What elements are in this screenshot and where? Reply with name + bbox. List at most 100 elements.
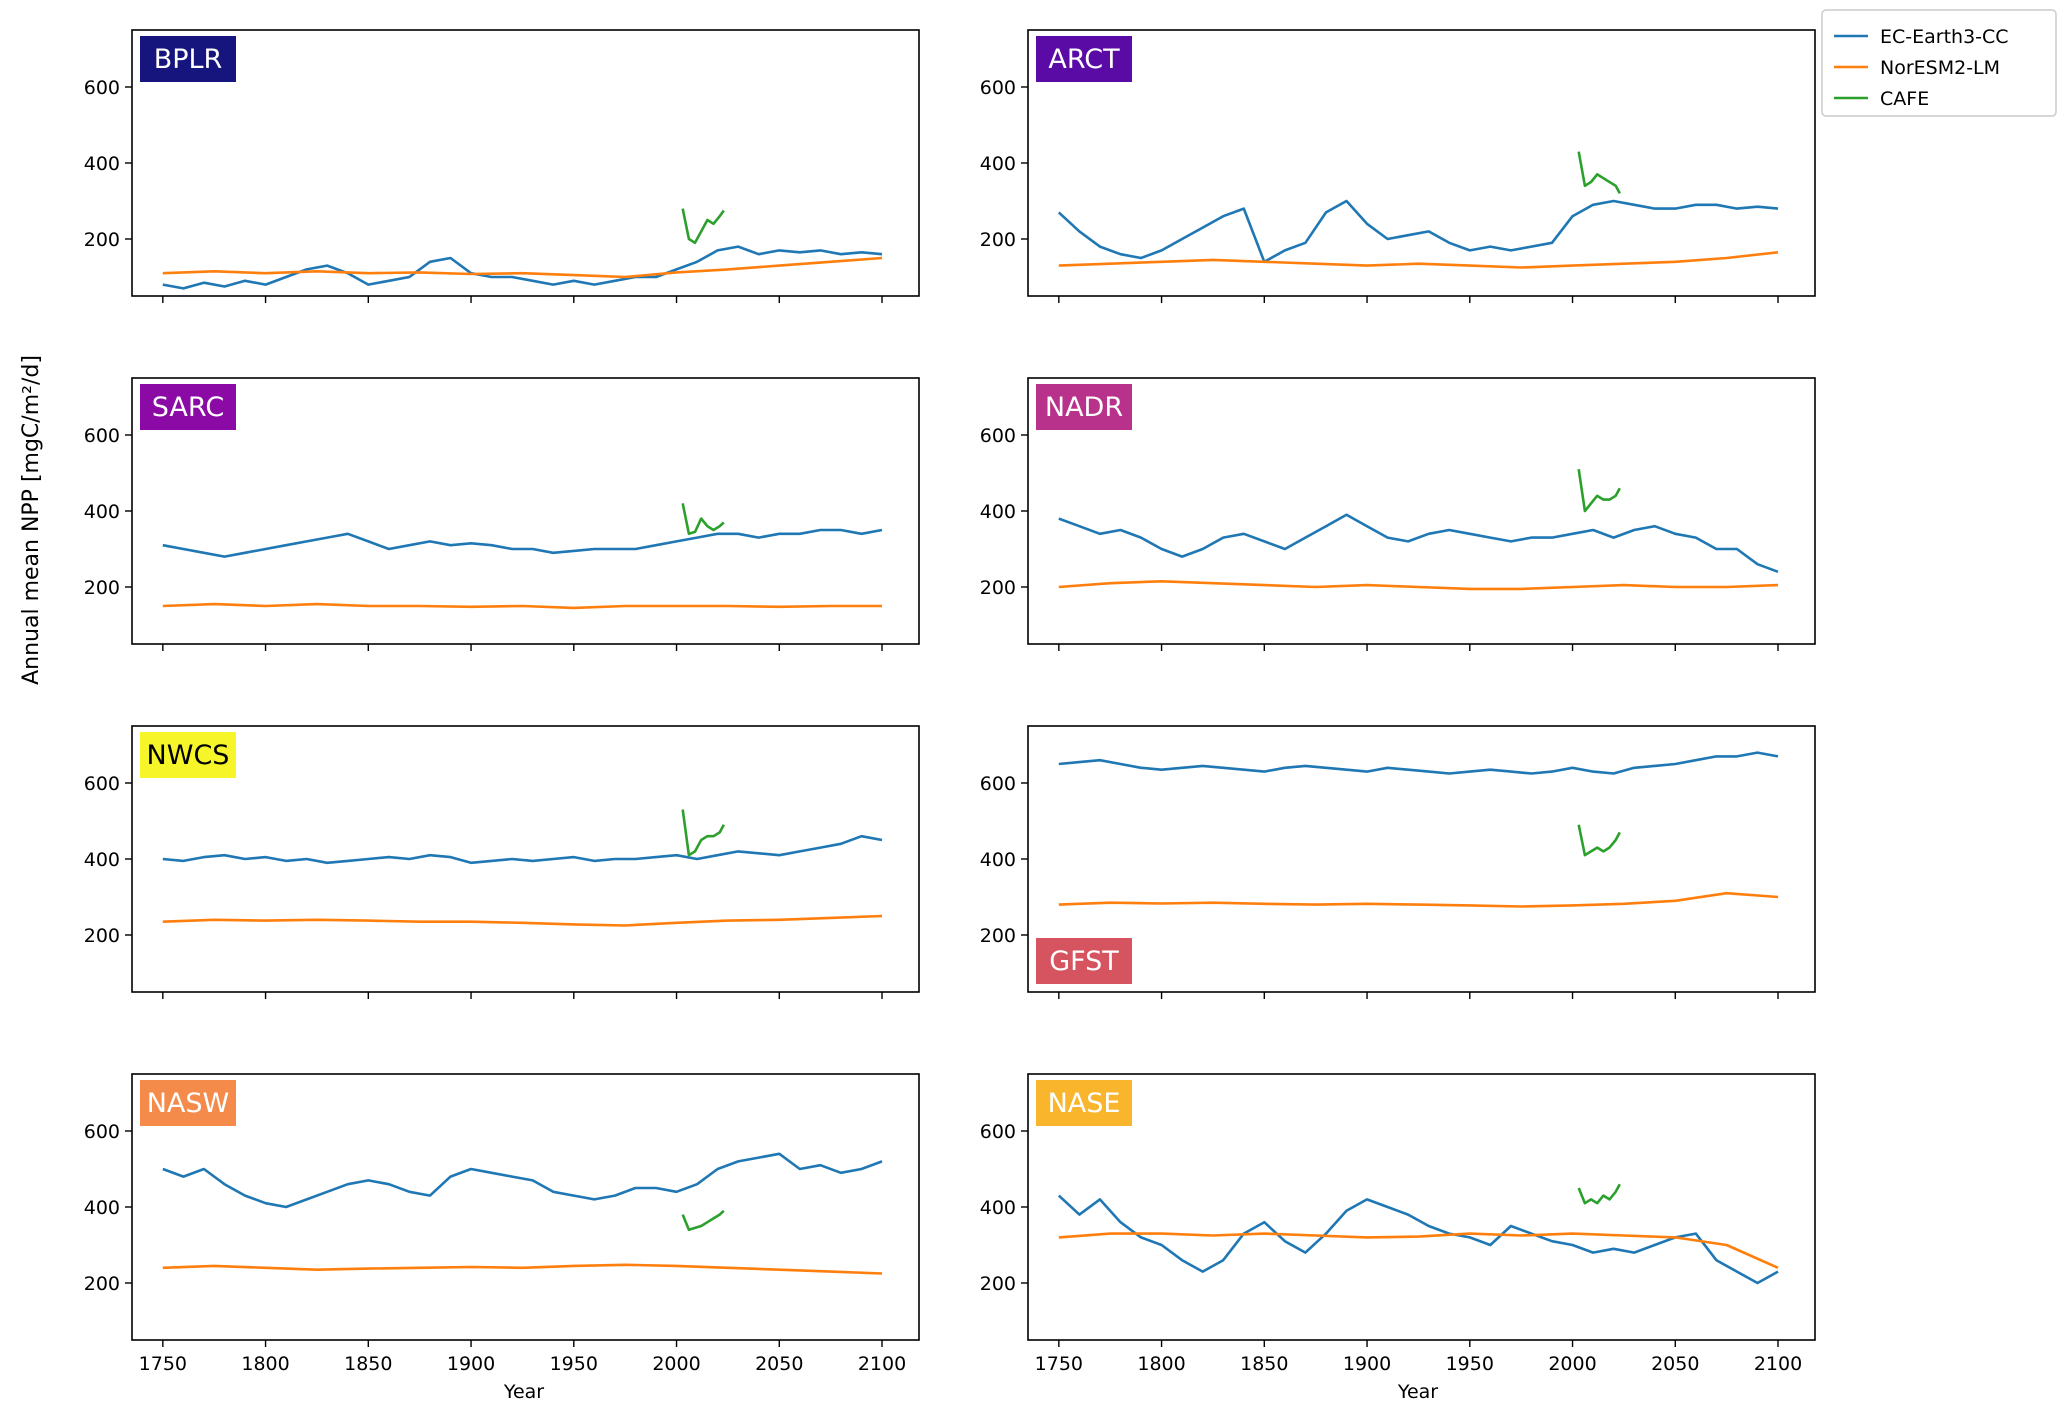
panel-sarc: 200 400 600 SARC: [84, 377, 920, 651]
x-tick-label: 1800: [241, 1353, 289, 1375]
x-tick-label: 2100: [1754, 1353, 1802, 1375]
panel-nase: 200 400 600 1750 1800 1850 1900 1950 2000 2050 210…: [980, 1073, 1816, 1375]
series-line-noresm2-lm: [162, 1263, 883, 1275]
series-line-cafe: [681, 208, 725, 245]
series-line-noresm2-lm: [162, 914, 883, 927]
y-tick-label: 600: [980, 773, 1016, 795]
x-tick-label: 2050: [1651, 1353, 1699, 1375]
y-tick-label: 400: [980, 501, 1016, 523]
x-tick-label: 1750: [1035, 1353, 1083, 1375]
x-tick-label: 2000: [652, 1353, 700, 1375]
region-label-nase: NASE: [1048, 1088, 1121, 1119]
y-axis-label: Annual mean NPP [mgC/m²/d]: [19, 355, 44, 685]
x-tick-label: 2000: [1548, 1353, 1596, 1375]
legend: EC-Earth3-CC NorESM2-LM CAFE: [1821, 9, 2057, 117]
region-label-box: [140, 36, 236, 82]
series-line-cafe: [681, 1209, 725, 1232]
region-label-box: [140, 732, 236, 778]
y-tick-label: 200: [84, 925, 120, 947]
series-line-ec-earth3-cc: [1058, 751, 1779, 775]
region-label-box: [1036, 384, 1132, 430]
series-line-ec-earth3-cc: [162, 528, 883, 558]
y-tick-label: 400: [980, 1197, 1016, 1219]
region-label-box: [1036, 938, 1132, 984]
y-tick-label: 400: [84, 1197, 120, 1219]
y-tick-label: 200: [84, 577, 120, 599]
y-tick-label: 600: [84, 77, 120, 99]
plot-frame: [1027, 725, 1816, 993]
series-line-ec-earth3-cc: [1058, 513, 1779, 574]
legend-label-cafe: CAFE: [1880, 88, 1929, 110]
series-line-noresm2-lm: [162, 602, 882, 610]
y-tick-label: 600: [980, 77, 1016, 99]
y-tick-label: 400: [84, 501, 120, 523]
x-tick-label: 1800: [1137, 1353, 1185, 1375]
y-tick-label: 600: [84, 425, 120, 447]
plot-frame: [1027, 1073, 1816, 1341]
region-label-sarc: SARC: [152, 392, 224, 423]
y-tick-label: 400: [980, 849, 1016, 871]
region-label-nwcs: NWCS: [147, 740, 230, 771]
legend-label-ec-earth3-cc: EC-Earth3-CC: [1880, 26, 2009, 48]
legend-frame: [1821, 9, 2057, 117]
plot-frame: [131, 29, 920, 297]
y-tick-label: 200: [84, 1273, 120, 1295]
series-line-ec-earth3-cc: [162, 1152, 883, 1209]
plot-frame: [131, 1073, 920, 1341]
y-tick-label: 200: [84, 229, 120, 251]
y-tick-label: 200: [980, 229, 1016, 251]
x-axis-label-left: Year: [503, 1381, 544, 1403]
series-line-cafe: [1577, 1183, 1621, 1205]
series-line-cafe: [1577, 824, 1621, 857]
panels: 200400600BPLR200400600ARCT200400600SARC2…: [84, 29, 1816, 1375]
x-tick-label: 2050: [755, 1353, 803, 1375]
series-line-cafe: [1577, 151, 1621, 195]
y-tick-label: 400: [84, 849, 120, 871]
series-line-noresm2-lm: [1058, 1232, 1779, 1269]
region-label-box: [140, 384, 236, 430]
series-line-noresm2-lm: [1058, 251, 1779, 269]
series-line-noresm2-lm: [1058, 579, 1779, 591]
series-line-cafe: [681, 809, 725, 857]
x-axis-label-right: Year: [1397, 1381, 1438, 1403]
x-tick-label: 1850: [1240, 1353, 1288, 1375]
y-tick-label: 400: [980, 153, 1016, 175]
panel-nasw: 200 400 600 1750 1800 1850 1900 1950 2000 2050 210…: [84, 1073, 920, 1375]
region-label-box: [140, 1080, 236, 1126]
panel-nwcs: 200 400 600 NWCS: [84, 725, 920, 999]
panel-nadr: 200 400 600 NADR: [980, 377, 1816, 651]
x-tick-label: 1900: [447, 1353, 495, 1375]
x-tick-label: 1950: [550, 1353, 598, 1375]
series-line-cafe: [681, 503, 725, 536]
series-line-ec-earth3-cc: [162, 245, 883, 290]
series-line-noresm2-lm: [162, 256, 883, 279]
y-tick-label: 600: [980, 425, 1016, 447]
x-tick-label: 2100: [858, 1353, 906, 1375]
series-line-ec-earth3-cc: [162, 834, 883, 865]
panel-arct: 200 400 600 ARCT: [980, 29, 1816, 303]
plot-frame: [1027, 377, 1816, 645]
y-tick-label: 600: [980, 1121, 1016, 1143]
region-label-bplr: BPLR: [154, 44, 223, 75]
region-label-gfst: GFST: [1049, 946, 1119, 977]
panel-bplr: 200 400 600 BPLR: [84, 29, 920, 303]
y-tick-label: 400: [84, 153, 120, 175]
y-tick-label: 200: [980, 577, 1016, 599]
y-tick-label: 600: [84, 1121, 120, 1143]
series-line-ec-earth3-cc: [1057, 1194, 1779, 1285]
region-label-box: [1036, 1080, 1132, 1126]
y-tick-label: 200: [980, 1273, 1016, 1295]
legend-label-noresm2-lm: NorESM2-LM: [1880, 57, 2000, 79]
series-line-noresm2-lm: [1058, 891, 1779, 908]
x-tick-label: 1900: [1343, 1353, 1391, 1375]
y-tick-label: 200: [980, 925, 1016, 947]
region-label-nadr: NADR: [1045, 392, 1123, 423]
region-label-nasw: NASW: [147, 1088, 230, 1119]
series-line-ec-earth3-cc: [1057, 199, 1779, 264]
plot-frame: [131, 377, 920, 645]
x-tick-label: 1850: [344, 1353, 392, 1375]
x-tick-label: 1950: [1446, 1353, 1494, 1375]
panel-gfst: 200 400 600 GFST: [980, 725, 1816, 999]
x-tick-label: 1750: [139, 1353, 187, 1375]
